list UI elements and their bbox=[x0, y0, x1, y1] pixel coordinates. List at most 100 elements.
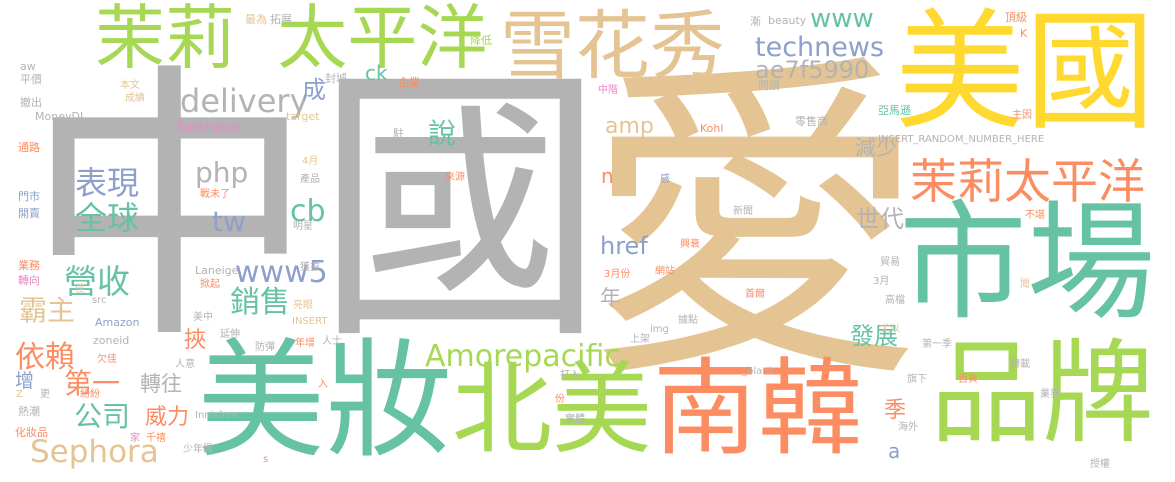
cloud-word: 第一季 bbox=[922, 339, 952, 350]
cloud-word: 最為 bbox=[245, 13, 267, 26]
cloud-word: beauty bbox=[768, 14, 807, 27]
cloud-word: 營收 bbox=[64, 262, 130, 301]
cloud-word: MoneyDJ bbox=[35, 110, 84, 123]
cloud-word: 來源 bbox=[445, 172, 465, 183]
cloud-word: 愛 bbox=[585, 28, 925, 424]
cloud-word: 欠佳 bbox=[97, 354, 117, 365]
cloud-word: 興衰 bbox=[680, 239, 700, 250]
cloud-word: 人意 bbox=[175, 359, 195, 370]
cloud-word: 全球 bbox=[75, 199, 140, 237]
cloud-word: 市場 bbox=[899, 189, 1156, 338]
cloud-word: 據點 bbox=[678, 315, 698, 326]
cloud-word: 銷售 bbox=[230, 285, 290, 320]
cloud-word: 亮眼 bbox=[293, 300, 313, 311]
cloud-word: 4月 bbox=[302, 156, 319, 167]
cloud-word: 美妝 bbox=[197, 327, 454, 476]
cloud-word: n bbox=[601, 164, 614, 188]
cloud-word: 授權 bbox=[1090, 459, 1110, 470]
cloud-word: 閱讀 bbox=[758, 79, 780, 92]
cloud-word: INSERT_RANDOM_NUMBER_HERE bbox=[878, 134, 1045, 145]
cloud-word: 年 bbox=[600, 286, 621, 310]
cloud-word: 挾 bbox=[184, 328, 207, 353]
cloud-word: 旗下 bbox=[907, 374, 927, 385]
cloud-word: 家 bbox=[130, 433, 140, 444]
cloud-word: ck bbox=[365, 61, 388, 85]
cloud-word: 雪花秀 bbox=[500, 2, 726, 90]
cloud-word: 業務 bbox=[18, 259, 40, 272]
cloud-word: 首爾 bbox=[745, 289, 765, 300]
cloud-word: 3月份 bbox=[604, 269, 631, 280]
cloud-word: cb bbox=[290, 194, 326, 229]
cloud-word: 增 bbox=[15, 370, 35, 392]
cloud-word: 占 bbox=[385, 306, 395, 317]
cloud-word: 業界 bbox=[1040, 389, 1060, 400]
cloud-word: 實體 bbox=[565, 414, 585, 425]
cloud-word: 季 bbox=[884, 398, 907, 423]
cloud-word: 上架 bbox=[630, 334, 650, 345]
cloud-word: 感 bbox=[660, 174, 670, 185]
cloud-word: 公司 bbox=[74, 400, 131, 433]
cloud-word: 網站 bbox=[655, 266, 675, 277]
cloud-word: 打入 bbox=[560, 370, 580, 381]
cloud-word: Sulwhasoo bbox=[177, 120, 242, 134]
cloud-word: target bbox=[286, 110, 320, 123]
cloud-word: 發展 bbox=[850, 322, 898, 350]
cloud-word: 頂級 bbox=[1005, 11, 1027, 24]
cloud-word: 表現 bbox=[75, 164, 140, 202]
cloud-word: 熱潮 bbox=[18, 405, 40, 418]
cloud-word: 聞 bbox=[1020, 279, 1030, 290]
cloud-word: 明星 bbox=[293, 221, 313, 232]
cloud-word: 高檔 bbox=[885, 295, 905, 306]
cloud-word: 掀起 bbox=[200, 279, 220, 290]
cloud-word: 降低 bbox=[470, 34, 492, 47]
cloud-word: 成績 bbox=[125, 93, 145, 104]
cloud-word: 防彈 bbox=[255, 342, 275, 353]
cloud-word: 本文 bbox=[120, 80, 140, 91]
cloud-word: 美中 bbox=[193, 312, 213, 323]
cloud-word: 依賴 bbox=[15, 340, 75, 375]
cloud-word: 聖地 bbox=[398, 306, 418, 317]
cloud-word: 美國 bbox=[895, 0, 1156, 148]
cloud-word: INSERT bbox=[292, 316, 328, 327]
cloud-word: 南韓 bbox=[653, 348, 864, 470]
cloud-word: 不堪 bbox=[1025, 210, 1045, 221]
cloud-word: href bbox=[600, 232, 648, 260]
cloud-word: 品牌 bbox=[930, 329, 1154, 459]
cloud-word: 霸主 bbox=[19, 294, 76, 327]
cloud-word: 中階 bbox=[598, 85, 618, 96]
cloud-word: 北美 bbox=[452, 351, 652, 468]
cloud-word: php bbox=[195, 156, 249, 189]
cloud-word: Z bbox=[16, 389, 23, 400]
cloud-word: delivery bbox=[180, 82, 309, 120]
cloud-word: 拓展 bbox=[270, 13, 292, 26]
cloud-word: 第一 bbox=[64, 367, 121, 400]
cloud-word: 更 bbox=[40, 389, 50, 400]
cloud-word: 撤出 bbox=[20, 96, 42, 109]
cloud-word: 漸 bbox=[750, 15, 761, 28]
cloud-word: Innisfree bbox=[195, 410, 239, 421]
cloud-word: s bbox=[263, 454, 269, 465]
cloud-word: www5 bbox=[235, 255, 328, 290]
cloud-word: 少年團 bbox=[183, 444, 213, 455]
cloud-word: Amazon bbox=[95, 316, 140, 329]
cloud-word: 轉往 bbox=[140, 372, 182, 396]
cloud-word: _blank bbox=[742, 366, 775, 377]
cloud-word: 中國 bbox=[25, 41, 605, 378]
cloud-word: 百貨 bbox=[958, 374, 978, 385]
cloud-word: 世代 bbox=[856, 205, 904, 233]
cloud-word: K bbox=[1020, 27, 1028, 40]
cloud-word: 說 bbox=[428, 117, 457, 150]
cloud-word: 戰未了 bbox=[200, 189, 230, 200]
cloud-word: 威力 bbox=[145, 405, 190, 430]
cloud-word: 3月 bbox=[873, 276, 890, 287]
cloud-word: 成 bbox=[302, 76, 326, 104]
cloud-word: 延伸 bbox=[220, 329, 240, 340]
cloud-word: 入 bbox=[318, 379, 328, 390]
cloud-word: aw bbox=[20, 60, 36, 73]
cloud-word: Amorepacific bbox=[425, 339, 621, 374]
cloud-word: 化妝品 bbox=[15, 426, 48, 439]
cloud-word: 轉載 bbox=[1010, 359, 1030, 370]
cloud-word: 紛紛 bbox=[80, 389, 100, 400]
cloud-word: 減少 bbox=[855, 136, 897, 160]
